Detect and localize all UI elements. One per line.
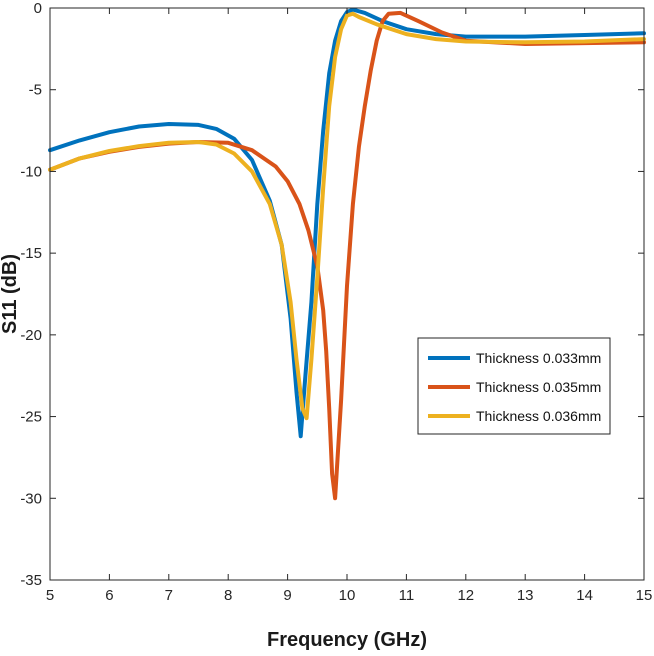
y-tick-label: -20 — [20, 327, 42, 344]
y-tick-label: -35 — [20, 572, 42, 589]
legend: Thickness 0.033mm Thickness 0.035mm Thickn… — [417, 337, 611, 435]
y-tick-label: -5 — [29, 82, 42, 99]
series-line-3 — [48, 11, 646, 421]
x-tick-label: 7 — [165, 587, 173, 604]
x-tick-label: 6 — [105, 587, 113, 604]
legend-label-3: Thickness 0.036mm — [476, 408, 601, 424]
y-tick-label: -15 — [20, 245, 42, 262]
x-tick-label: 13 — [517, 587, 534, 604]
x-tick-label: 10 — [339, 587, 356, 604]
x-tick-label: 11 — [399, 587, 415, 604]
legend-label-1: Thickness 0.033mm — [476, 350, 601, 366]
y-tick-label: -10 — [20, 163, 42, 180]
legend-label-2: Thickness 0.035mm — [476, 379, 601, 395]
x-tick-label: 5 — [46, 587, 54, 604]
x-axis-ticks: 5 6 7 8 9 10 11 12 13 14 15 — [46, 8, 653, 604]
y-axis-ticks: 0 -5 -10 -15 -20 -25 -30 -35 — [20, 0, 644, 589]
y-tick-label: -30 — [20, 490, 42, 507]
x-tick-label: 14 — [576, 587, 593, 604]
series-layer — [48, 7, 646, 501]
series-line-1 — [48, 7, 646, 439]
x-tick-label: 12 — [457, 587, 474, 604]
y-tick-label: -25 — [20, 409, 42, 426]
x-axis-title: Frequency (GHz) — [267, 629, 427, 651]
x-tick-label: 9 — [283, 587, 291, 604]
y-axis-title: S11 (dB) — [0, 254, 21, 334]
x-tick-label: 8 — [224, 587, 232, 604]
y-tick-label: 0 — [34, 0, 42, 17]
x-tick-label: 15 — [636, 587, 653, 604]
